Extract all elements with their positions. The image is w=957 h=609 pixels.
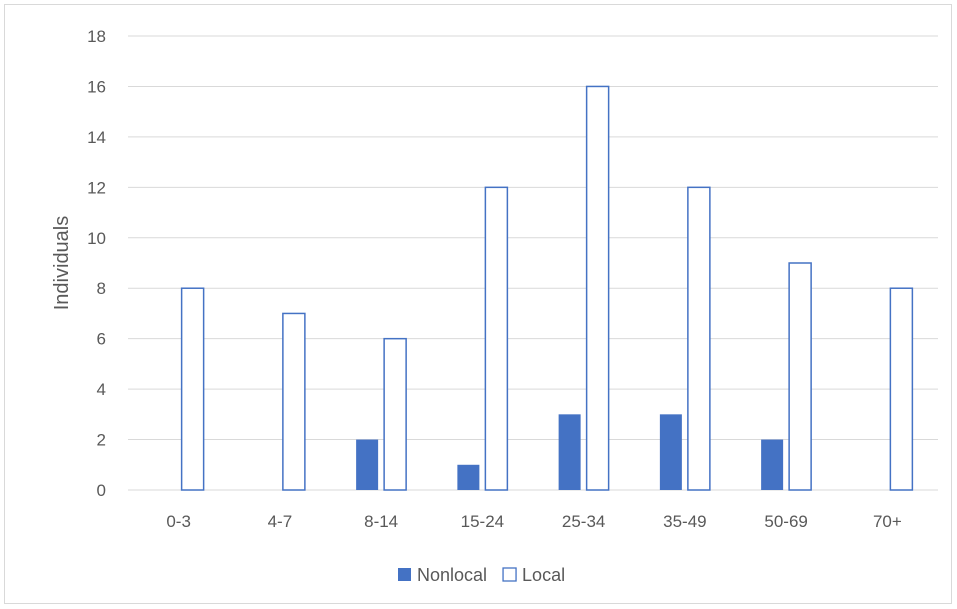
x-tick-label: 0-3: [166, 512, 191, 531]
bars: [180, 85, 914, 491]
bar-local: [585, 85, 610, 491]
bar-local: [788, 262, 812, 491]
y-tick-label: 2: [97, 431, 106, 450]
y-axis-title: Individuals: [51, 216, 73, 311]
y-tick-label: 12: [87, 178, 106, 197]
bar-local: [687, 186, 711, 491]
bar-nonlocal: [659, 414, 682, 490]
legend-label-nonlocal: Nonlocal: [417, 565, 487, 585]
y-tick-label: 6: [97, 330, 106, 349]
bar-local: [889, 287, 914, 491]
y-tick-label: 10: [87, 229, 106, 248]
x-tick-label: 25-34: [562, 512, 605, 531]
bar-local: [282, 312, 306, 491]
x-tick-label: 50-69: [764, 512, 807, 531]
y-tick-label: 4: [97, 380, 106, 399]
y-tick-labels: 0 2 4 6 8 10 12 14 16 18: [87, 27, 106, 500]
y-tick-label: 16: [87, 77, 106, 96]
gridlines: [128, 35, 938, 491]
legend-label-local: Local: [522, 565, 565, 585]
bar-local: [383, 337, 407, 491]
bar-local: [180, 287, 205, 491]
bar-nonlocal: [356, 439, 379, 490]
y-tick-label: 14: [87, 128, 106, 147]
y-tick-label: 0: [97, 481, 106, 500]
x-tick-labels: 0-3 4-7 8-14 15-24 25-34 35-49 50-69 70+: [166, 512, 902, 531]
bar-nonlocal: [761, 439, 784, 490]
x-tick-label: 70+: [873, 512, 902, 531]
y-tick-label: 18: [87, 27, 106, 46]
x-tick-label: 15-24: [461, 512, 504, 531]
bar-nonlocal: [457, 464, 480, 490]
x-tick-label: 35-49: [663, 512, 706, 531]
legend: Nonlocal Local: [398, 565, 565, 585]
bar-nonlocal: [558, 414, 581, 490]
bar-local: [484, 186, 509, 491]
y-tick-label: 8: [97, 279, 106, 298]
x-tick-label: 4-7: [268, 512, 293, 531]
legend-swatch-nonlocal: [398, 568, 411, 581]
legend-swatch-local: [502, 567, 517, 582]
x-tick-label: 8-14: [364, 512, 398, 531]
